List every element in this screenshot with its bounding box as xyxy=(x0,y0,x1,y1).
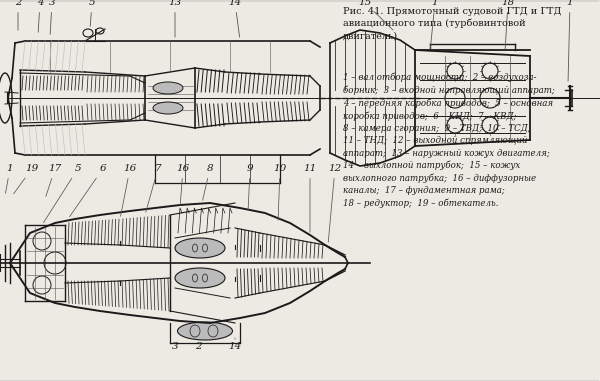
Ellipse shape xyxy=(175,238,225,258)
Text: 19: 19 xyxy=(14,164,38,194)
Text: 6: 6 xyxy=(70,164,106,217)
Text: 1: 1 xyxy=(566,0,574,81)
Ellipse shape xyxy=(175,268,225,288)
Text: 5: 5 xyxy=(89,0,95,26)
Text: 16: 16 xyxy=(121,164,137,216)
Text: 12: 12 xyxy=(328,164,341,242)
Ellipse shape xyxy=(83,29,93,37)
Ellipse shape xyxy=(153,102,183,114)
Text: 14: 14 xyxy=(229,338,242,351)
Ellipse shape xyxy=(178,322,233,340)
Text: 1: 1 xyxy=(430,0,439,49)
Text: 14: 14 xyxy=(229,0,242,37)
Text: 15: 15 xyxy=(358,0,393,30)
Text: 10: 10 xyxy=(274,164,287,220)
Ellipse shape xyxy=(153,82,183,94)
Text: 2: 2 xyxy=(14,0,22,30)
Text: 1 – вал отбора мощности;  2 – воздухоза-
борник;  3 – входной направляющий аппар: 1 – вал отбора мощности; 2 – воздухоза- … xyxy=(343,73,555,208)
Text: 4: 4 xyxy=(37,0,43,32)
Text: 8: 8 xyxy=(203,164,214,200)
Text: 5: 5 xyxy=(43,164,82,223)
Text: 1: 1 xyxy=(5,164,13,193)
Text: 13: 13 xyxy=(169,0,182,37)
Text: 3: 3 xyxy=(172,342,178,351)
Text: 7: 7 xyxy=(146,164,161,212)
Text: 11: 11 xyxy=(304,164,317,232)
Text: 17: 17 xyxy=(46,164,62,196)
Text: 16: 16 xyxy=(176,164,190,205)
Text: 9: 9 xyxy=(247,164,253,210)
Text: Рис. 41. Прямоточный судовой ГТД и ГТД
авиационного типа (турбовинтовой
двигател: Рис. 41. Прямоточный судовой ГТД и ГТД а… xyxy=(343,7,562,40)
Text: 3: 3 xyxy=(49,0,55,34)
Text: 2: 2 xyxy=(194,342,202,351)
Ellipse shape xyxy=(96,28,104,34)
Text: 18: 18 xyxy=(502,0,515,49)
